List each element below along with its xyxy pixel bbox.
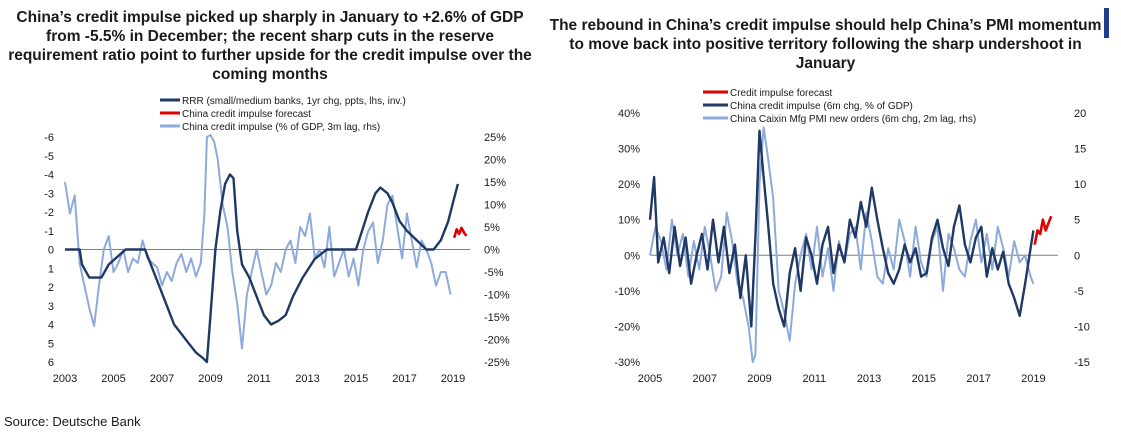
right-tick-label: -15	[1074, 357, 1090, 369]
right-tick-label: 20%	[484, 155, 506, 167]
legend-label: RRR (small/medium banks, 1yr chg, ppts, …	[182, 96, 406, 107]
left-tick-label: -1	[44, 226, 54, 238]
left-tick-label: -5	[44, 151, 54, 163]
x-tick-label: 2005	[101, 373, 125, 385]
x-tick-label: 2015	[344, 373, 368, 385]
left-tick-label: -30%	[614, 357, 640, 369]
x-tick-label: 2017	[392, 373, 416, 385]
right-tick-label: 10%	[484, 200, 506, 212]
right-tick-label: 5%	[484, 222, 500, 234]
right-tick-label: 0%	[484, 245, 500, 257]
left-tick-label: 40%	[618, 108, 640, 120]
legend-label: China credit impulse forecast	[182, 109, 311, 120]
right-tick-label: 10	[1074, 179, 1086, 191]
x-tick-label: 2011	[247, 373, 271, 385]
right-tick-label: -10%	[484, 290, 510, 302]
accent-bar	[1104, 8, 1109, 38]
right-tick-label: 20	[1074, 108, 1086, 120]
x-tick-label: 2009	[198, 373, 222, 385]
series-line-2	[648, 129, 1035, 328]
x-tick-label: 2019	[1021, 373, 1045, 385]
left-tick-label: 20%	[618, 179, 640, 191]
legend-label: China Caixin Mfg PMI new orders (6m chg,…	[730, 114, 976, 125]
x-tick-label: 2011	[802, 373, 826, 385]
x-tick-label: 2013	[295, 373, 319, 385]
legend-label: Credit impulse forecast	[730, 88, 832, 99]
left-tick-label: -2	[44, 207, 54, 219]
left-tick-label: 0%	[624, 250, 640, 262]
right-tick-label: 15	[1074, 144, 1086, 156]
series-line-2	[452, 226, 468, 239]
right-tick-label: -15%	[484, 312, 510, 324]
left-tick-label: 2	[48, 282, 54, 294]
right-tick-label: -5	[1074, 286, 1084, 298]
left-tick-label: -4	[44, 170, 54, 182]
x-tick-label: 2013	[857, 373, 881, 385]
left-tick-label: -3	[44, 188, 54, 200]
legend-label: China credit impulse (6m chg, % of GDP)	[730, 101, 913, 112]
left-tick-label: 0	[48, 245, 54, 257]
left-tick-label: 10%	[618, 215, 640, 227]
left-tick-label: 1	[48, 263, 54, 275]
chart-2-title: The rebound in China’s credit impulse sh…	[549, 17, 1102, 72]
right-tick-label: 25%	[484, 132, 506, 144]
x-tick-label: 2007	[693, 373, 717, 385]
chart-1: -6 -5 -4 -3 -2 -1 0 1 2 3 4 5 6 25% 20% 15% 10% 5% 0% -5% -1…	[44, 96, 510, 385]
right-tick-label: -5%	[484, 267, 504, 279]
x-tick-label: 2019	[441, 373, 465, 385]
right-tick-label: 15%	[484, 177, 506, 189]
series-line-3	[64, 134, 452, 350]
x-tick-label: 2009	[747, 373, 771, 385]
left-tick-label: 30%	[618, 144, 640, 156]
left-tick-label: 6	[48, 357, 54, 369]
series-line-1	[65, 173, 460, 364]
x-tick-label: 2007	[150, 373, 174, 385]
x-tick-label: 2005	[638, 373, 662, 385]
right-tick-label: 0	[1074, 250, 1080, 262]
x-tick-label: 2003	[53, 373, 77, 385]
source-note: Source: Deutsche Bank	[4, 414, 141, 429]
chart-1-title: China’s credit impulse picked up sharply…	[8, 9, 532, 83]
left-tick-label: 3	[48, 301, 54, 313]
right-tick-label: 5	[1074, 215, 1080, 227]
chart-2: 40%30%20%10%0%-10%-20%-30%20151050-5-10-…	[614, 88, 1090, 385]
right-tick-label: -25%	[484, 357, 510, 369]
right-tick-label: -20%	[484, 335, 510, 347]
left-tick-label: -20%	[614, 321, 640, 333]
x-tick-label: 2015	[912, 373, 936, 385]
left-tick-label: -10%	[614, 286, 640, 298]
series-line-3	[649, 126, 1035, 363]
x-tick-label: 2017	[966, 373, 990, 385]
left-tick-label: 4	[48, 320, 54, 332]
series-line-1	[1033, 215, 1053, 245]
right-tick-label: -10	[1074, 321, 1090, 333]
left-tick-label: -6	[44, 132, 54, 144]
legend-label: China credit impulse (% of GDP, 3m lag, …	[182, 122, 380, 133]
left-tick-label: 5	[48, 338, 54, 350]
